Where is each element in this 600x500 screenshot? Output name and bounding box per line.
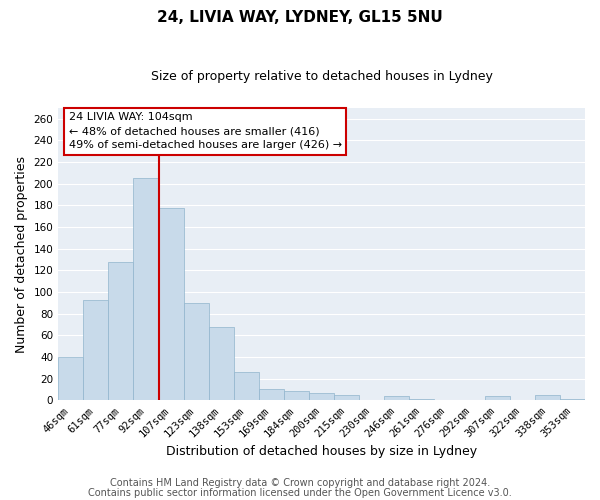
Bar	[209, 327, 234, 400]
Bar	[535, 395, 560, 400]
Bar	[334, 395, 359, 400]
Bar	[485, 396, 510, 400]
X-axis label: Distribution of detached houses by size in Lydney: Distribution of detached houses by size …	[166, 444, 477, 458]
Y-axis label: Number of detached properties: Number of detached properties	[15, 156, 28, 352]
Text: 24, LIVIA WAY, LYDNEY, GL15 5NU: 24, LIVIA WAY, LYDNEY, GL15 5NU	[157, 10, 443, 25]
Bar	[184, 303, 209, 400]
Bar	[58, 357, 83, 401]
Bar	[385, 396, 409, 400]
Title: Size of property relative to detached houses in Lydney: Size of property relative to detached ho…	[151, 70, 493, 83]
Text: Contains public sector information licensed under the Open Government Licence v3: Contains public sector information licen…	[88, 488, 512, 498]
Text: Contains HM Land Registry data © Crown copyright and database right 2024.: Contains HM Land Registry data © Crown c…	[110, 478, 490, 488]
Bar	[133, 178, 158, 400]
Bar	[158, 208, 184, 400]
Bar	[109, 262, 133, 400]
Text: 24 LIVIA WAY: 104sqm
← 48% of detached houses are smaller (416)
49% of semi-deta: 24 LIVIA WAY: 104sqm ← 48% of detached h…	[69, 112, 342, 150]
Bar	[259, 388, 284, 400]
Bar	[284, 390, 309, 400]
Bar	[234, 372, 259, 400]
Bar	[309, 393, 334, 400]
Bar	[83, 300, 109, 400]
